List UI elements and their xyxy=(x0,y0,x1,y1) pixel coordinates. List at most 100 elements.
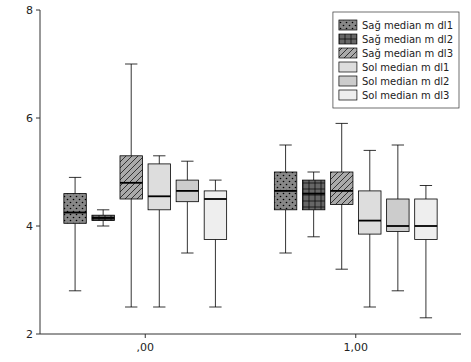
whisker-high xyxy=(159,156,160,164)
cap-low xyxy=(181,253,193,254)
whisker-high xyxy=(341,123,342,172)
cap-high xyxy=(97,209,109,210)
cap-high xyxy=(125,64,137,65)
box xyxy=(387,199,409,231)
cap-high xyxy=(392,145,404,146)
whisker-high xyxy=(75,177,76,193)
box xyxy=(274,172,296,210)
cap-low xyxy=(364,307,376,308)
box-series xyxy=(64,145,297,291)
median xyxy=(64,212,86,214)
whisker-low xyxy=(341,204,342,269)
median xyxy=(387,225,409,227)
x-tick xyxy=(355,334,356,338)
box xyxy=(176,180,198,202)
legend-label: Sağ median m dl3 xyxy=(362,48,453,59)
box xyxy=(64,194,86,224)
legend-swatch xyxy=(339,20,357,30)
cap-high xyxy=(153,155,165,156)
y-tick xyxy=(36,226,40,227)
whisker-low xyxy=(159,210,160,307)
whisker-low xyxy=(425,240,426,318)
y-tick-label: 6 xyxy=(26,112,33,125)
legend-swatch xyxy=(339,76,357,86)
whisker-high xyxy=(313,172,314,180)
whisker-low xyxy=(131,199,132,307)
box-series xyxy=(148,150,381,307)
median xyxy=(274,190,296,192)
whisker-high xyxy=(369,150,370,191)
whisker-low xyxy=(369,234,370,307)
legend-frame xyxy=(333,12,459,108)
cap-low xyxy=(392,290,404,291)
cap-high xyxy=(69,177,81,178)
cap-low xyxy=(336,269,348,270)
x-tick-label: ,00 xyxy=(137,341,155,354)
y-tick xyxy=(36,334,40,335)
whisker-low xyxy=(187,202,188,253)
y-tick xyxy=(36,118,40,119)
legend-label: Sol median m dl1 xyxy=(362,62,450,73)
cap-high xyxy=(336,123,348,124)
median xyxy=(330,190,352,192)
whisker-low xyxy=(103,221,104,226)
whisker-low xyxy=(313,210,314,237)
cap-low xyxy=(153,307,165,308)
box xyxy=(330,172,352,204)
cap-high xyxy=(307,172,319,173)
y-tick-label: 8 xyxy=(26,4,33,17)
cap-low xyxy=(307,236,319,237)
cap-high xyxy=(279,145,291,146)
whisker-low xyxy=(397,231,398,290)
x-tick xyxy=(145,334,146,338)
whisker-high xyxy=(187,161,188,180)
legend-label: Sol median m dl2 xyxy=(362,76,450,87)
legend-swatch xyxy=(339,90,357,100)
median xyxy=(120,182,142,184)
median xyxy=(359,220,381,222)
whisker-high xyxy=(285,145,286,172)
cap-low xyxy=(420,317,432,318)
whisker-high xyxy=(103,210,104,215)
y-tick-label: 2 xyxy=(26,328,33,341)
median xyxy=(148,195,170,197)
legend-label: Sol median m dl3 xyxy=(362,90,450,101)
cap-low xyxy=(209,307,221,308)
box-series xyxy=(176,145,409,291)
median xyxy=(415,225,437,227)
y-tick xyxy=(36,10,40,11)
legend-swatch xyxy=(339,62,357,72)
median xyxy=(176,190,198,192)
x-axis-line xyxy=(40,334,461,335)
cap-high xyxy=(420,185,432,186)
median xyxy=(204,198,226,200)
whisker-low xyxy=(215,240,216,308)
whisker-high xyxy=(131,64,132,156)
box xyxy=(92,215,114,220)
y-axis-line xyxy=(40,10,41,334)
legend-swatch xyxy=(339,34,357,44)
cap-high xyxy=(181,161,193,162)
legend-swatch xyxy=(339,48,357,58)
box xyxy=(359,191,381,234)
cap-low xyxy=(279,253,291,254)
x-tick-label: 1,00 xyxy=(344,341,369,354)
whisker-high xyxy=(425,186,426,200)
cap-low xyxy=(125,307,137,308)
chart: 2468,001,00Sağ median m dl1Sağ median m … xyxy=(0,0,471,362)
median xyxy=(92,217,114,219)
y-tick-label: 4 xyxy=(26,220,33,233)
cap-high xyxy=(364,150,376,151)
box xyxy=(204,191,226,240)
box xyxy=(148,164,170,210)
whisker-low xyxy=(75,223,76,290)
legend-label: Sağ median m dl1 xyxy=(362,20,453,31)
box xyxy=(302,180,324,210)
box-series xyxy=(120,64,353,307)
whisker-high xyxy=(397,145,398,199)
median xyxy=(302,193,324,195)
whisker-high xyxy=(215,180,216,191)
legend: Sağ median m dl1Sağ median m dl2Sağ medi… xyxy=(333,12,459,108)
cap-high xyxy=(209,180,221,181)
cap-low xyxy=(97,226,109,227)
